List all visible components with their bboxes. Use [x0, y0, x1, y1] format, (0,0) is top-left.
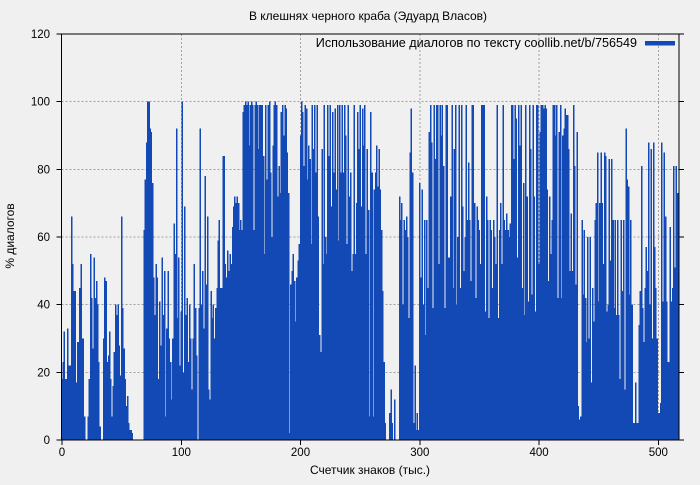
- svg-text:40: 40: [37, 300, 50, 312]
- svg-text:80: 80: [37, 164, 50, 176]
- svg-text:В клешнях черного краба (Эдуар: В клешнях черного краба (Эдуард Власов): [249, 9, 487, 23]
- svg-text:120: 120: [31, 29, 50, 41]
- svg-text:% диалогов: % диалогов: [3, 203, 17, 268]
- svg-text:100: 100: [31, 97, 50, 109]
- svg-text:20: 20: [37, 367, 50, 379]
- svg-text:60: 60: [37, 232, 50, 244]
- svg-text:Счетчик знаков (тыс.): Счетчик знаков (тыс.): [310, 463, 430, 477]
- svg-text:100: 100: [172, 447, 191, 459]
- svg-text:400: 400: [530, 447, 549, 459]
- svg-text:200: 200: [291, 447, 310, 459]
- svg-text:500: 500: [649, 447, 668, 459]
- svg-text:Использование диалогов по текс: Использование диалогов по тексту coollib…: [316, 36, 637, 50]
- svg-text:0: 0: [44, 435, 50, 447]
- svg-text:300: 300: [410, 447, 429, 459]
- svg-text:0: 0: [59, 447, 65, 459]
